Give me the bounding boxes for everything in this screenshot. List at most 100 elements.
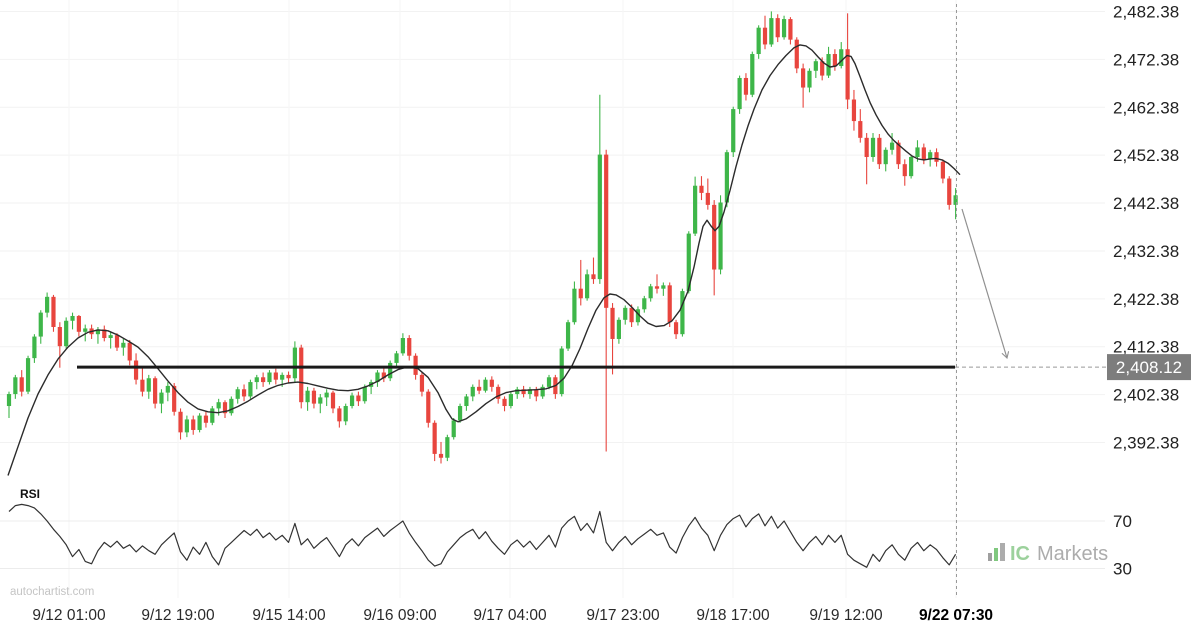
y-axis-label: 2,422.38	[1113, 290, 1179, 309]
candle-body	[299, 347, 304, 403]
candle-body	[70, 315, 75, 321]
candle-body	[953, 195, 958, 205]
candle-body	[324, 392, 329, 398]
candle-body	[394, 353, 399, 363]
candle-body	[305, 390, 310, 403]
forecast-arrow	[961, 208, 1010, 360]
y-axis-label: 2,452.38	[1113, 146, 1179, 165]
candle-body	[388, 362, 393, 379]
candle-body	[419, 374, 425, 392]
candle-body	[95, 329, 101, 335]
candle-body	[248, 382, 253, 397]
candle-body	[184, 419, 189, 433]
candle-body	[604, 154, 609, 308]
candle-body	[426, 391, 431, 423]
candle-body	[32, 336, 37, 359]
candle-body	[940, 161, 945, 179]
watermark-autochartist: autochartist.com	[10, 586, 94, 598]
y-axis-label: 2,392.38	[1113, 434, 1179, 453]
candle-body	[565, 322, 571, 349]
candle-body	[38, 312, 43, 337]
x-axis-label: 9/22 07:30	[919, 607, 993, 624]
candle-body	[585, 274, 590, 299]
candle-body	[438, 453, 444, 458]
candle-body	[750, 54, 755, 95]
candle-body	[559, 348, 564, 395]
candle-body	[534, 389, 539, 397]
candle-body	[813, 61, 818, 71]
candle-body	[769, 18, 774, 45]
candle-body	[870, 137, 876, 157]
candle-body	[883, 149, 888, 165]
candle-body	[635, 309, 641, 323]
rsi-panel	[0, 503, 1105, 569]
candle-body	[172, 385, 177, 412]
candle-body	[197, 415, 202, 430]
candle-body	[724, 152, 729, 203]
candle-body	[51, 296, 56, 327]
candle-body	[133, 360, 139, 380]
candle-body	[241, 389, 247, 397]
rsi-label: RSI	[20, 487, 40, 501]
candle-body	[673, 322, 679, 335]
candle-body	[610, 307, 615, 339]
candle-body	[934, 152, 939, 162]
candle-body	[947, 178, 952, 205]
candle-body	[629, 307, 634, 323]
candle-body	[515, 389, 520, 395]
candle-body	[261, 377, 266, 383]
candle-body	[756, 27, 761, 55]
candle-body	[718, 202, 723, 270]
candle-body	[693, 185, 698, 234]
candle-body	[330, 392, 336, 409]
candle-body	[699, 185, 704, 193]
candle-body	[273, 372, 278, 380]
candle-body	[667, 285, 672, 323]
candle-body	[794, 39, 799, 69]
candle-body	[140, 379, 145, 392]
candle-body	[781, 19, 787, 38]
moving-average-line	[7, 44, 961, 476]
candle-body	[864, 137, 869, 157]
price-tag: 2,408.12	[1107, 354, 1191, 381]
ma-line	[7, 44, 961, 476]
candle-body	[902, 164, 907, 177]
ic-markets-logo: IC Markets	[988, 543, 1108, 565]
candle-body	[457, 406, 463, 421]
candle-body	[877, 137, 882, 165]
candle-body	[839, 49, 844, 66]
y-axis-label: 2,432.38	[1113, 242, 1179, 261]
gridlines	[0, 11, 1105, 444]
y-axis-label: 2,482.38	[1113, 3, 1179, 22]
candle-body	[820, 61, 825, 76]
candle-body	[889, 142, 895, 150]
candle-body	[337, 408, 342, 422]
candle-body	[127, 342, 132, 361]
candle-body	[343, 406, 348, 422]
candle-body	[909, 156, 914, 177]
candle-body	[210, 408, 215, 423]
candle-body	[57, 326, 62, 347]
candle-body	[25, 358, 31, 392]
candle-body	[311, 390, 317, 404]
candle-body	[400, 338, 405, 354]
candle-body	[102, 329, 107, 339]
candle-body	[801, 68, 806, 88]
candle-body	[648, 286, 653, 299]
candle-body	[762, 27, 768, 45]
candle-body	[464, 396, 469, 407]
candle-body	[159, 392, 164, 404]
candle-body	[432, 422, 437, 454]
candle-body	[775, 18, 780, 38]
y-axis-label: 2,402.38	[1113, 386, 1179, 405]
candle-body	[508, 394, 513, 407]
candle-body	[616, 319, 621, 339]
candle-body	[286, 374, 291, 379]
candle-body	[546, 377, 552, 387]
rsi-line	[8, 503, 957, 568]
candle-body	[521, 389, 526, 395]
x-axis-label: 9/18 17:00	[696, 607, 770, 624]
candle-body	[680, 291, 685, 335]
